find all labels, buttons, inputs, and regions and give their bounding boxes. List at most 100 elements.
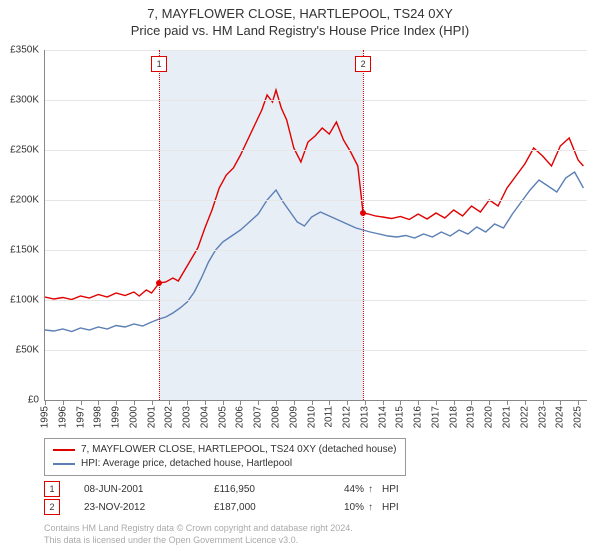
chart-title-sub: Price paid vs. HM Land Registry's House … [0,23,600,38]
sales-row-pct: 44% [324,484,368,495]
legend-swatch-hpi [53,463,75,465]
line-series-svg [45,50,587,400]
x-axis-label: 2019 [466,406,477,428]
y-axis-label: £100K [0,295,39,306]
chart-title-main: 7, MAYFLOWER CLOSE, HARTLEPOOL, TS24 0XY [0,6,600,21]
y-axis-label: £50K [0,345,39,356]
legend-row-hpi: HPI: Average price, detached house, Hart… [53,457,397,471]
chart-container: 7, MAYFLOWER CLOSE, HARTLEPOOL, TS24 0XY… [0,0,600,560]
legend: 7, MAYFLOWER CLOSE, HARTLEPOOL, TS24 0XY… [44,438,406,476]
x-axis-tick [365,400,366,405]
x-axis-tick [525,400,526,405]
x-axis-label: 1996 [57,406,68,428]
x-axis-label: 1998 [93,406,104,428]
gridline-h [45,100,587,101]
legend-row-price-paid: 7, MAYFLOWER CLOSE, HARTLEPOOL, TS24 0XY… [53,443,397,457]
sale-marker-box: 1 [151,56,167,72]
x-axis-label: 2005 [217,406,228,428]
sales-row-date: 23-NOV-2012 [84,502,214,513]
x-axis-tick [98,400,99,405]
x-axis-tick [223,400,224,405]
x-axis-label: 2003 [182,406,193,428]
x-axis-tick [400,400,401,405]
x-axis-label: 2001 [146,406,157,428]
x-axis-tick [312,400,313,405]
x-axis-label: 2009 [288,406,299,428]
x-axis-tick [454,400,455,405]
x-axis-label: 2013 [359,406,370,428]
legend-label-hpi: HPI: Average price, detached house, Hart… [81,457,292,471]
x-axis-label: 2024 [555,406,566,428]
sale-point-dot [156,280,162,286]
x-axis-tick [240,400,241,405]
x-axis-tick [383,400,384,405]
x-axis-label: 1999 [111,406,122,428]
x-axis-label: 2015 [395,406,406,428]
x-axis-tick [436,400,437,405]
sales-row-marker: 2 [44,499,60,515]
x-axis-tick [81,400,82,405]
x-axis-label: 2002 [164,406,175,428]
x-axis-tick [205,400,206,405]
x-axis-label: 2006 [235,406,246,428]
x-axis-tick [45,400,46,405]
y-axis-label: £200K [0,195,39,206]
sale-marker-line [363,50,364,400]
series-price_paid [45,90,583,300]
sales-row-date: 08-JUN-2001 [84,484,214,495]
x-axis-label: 2018 [448,406,459,428]
x-axis-label: 2008 [271,406,282,428]
title-block: 7, MAYFLOWER CLOSE, HARTLEPOOL, TS24 0XY… [0,0,600,38]
x-axis-label: 2025 [573,406,584,428]
x-axis-label: 2023 [537,406,548,428]
y-axis-label: £350K [0,45,39,56]
x-axis-label: 2010 [306,406,317,428]
gridline-h [45,300,587,301]
footer-line-2: This data is licensed under the Open Gov… [44,534,353,546]
gridline-h [45,150,587,151]
x-axis-tick [258,400,259,405]
x-axis-label: 2017 [430,406,441,428]
x-axis-label: 1995 [40,406,51,428]
sales-row-price: £116,950 [214,484,324,495]
x-axis-tick [134,400,135,405]
x-axis-label: 2007 [253,406,264,428]
gridline-h [45,200,587,201]
x-axis-tick [347,400,348,405]
x-axis-tick [116,400,117,405]
x-axis-label: 2011 [324,406,335,428]
x-axis-tick [152,400,153,405]
y-axis-label: £250K [0,145,39,156]
x-axis-tick [294,400,295,405]
sale-marker-box: 2 [355,56,371,72]
sales-table: 1 08-JUN-2001£116,95044%↑HPI 2 23-NOV-2012£… [44,480,412,516]
legend-swatch-price-paid [53,449,75,451]
x-axis-tick [276,400,277,405]
legend-label-price-paid: 7, MAYFLOWER CLOSE, HARTLEPOOL, TS24 0XY… [81,443,397,457]
x-axis-label: 2012 [342,406,353,428]
x-axis-tick [560,400,561,405]
sales-row-marker: 1 [44,481,60,497]
sales-row-price: £187,000 [214,502,324,513]
sales-row-suffix: HPI [382,502,412,513]
gridline-h [45,350,587,351]
y-axis-label: £300K [0,95,39,106]
sale-point-dot [360,210,366,216]
sales-row: 223-NOV-2012£187,00010%↑HPI [44,498,412,516]
sales-row-pct: 10% [324,502,368,513]
footer-attribution: Contains HM Land Registry data © Crown c… [44,522,353,546]
plot-area: £0£50K£100K£150K£200K£250K£300K£350K1995… [44,50,587,401]
x-axis-tick [63,400,64,405]
arrow-up-icon: ↑ [368,484,382,495]
x-axis-label: 2020 [484,406,495,428]
x-axis-tick [578,400,579,405]
x-axis-tick [471,400,472,405]
y-axis-label: £0 [0,395,39,406]
y-axis-label: £150K [0,245,39,256]
x-axis-tick [329,400,330,405]
gridline-h [45,250,587,251]
x-axis-label: 2014 [377,406,388,428]
footer-line-1: Contains HM Land Registry data © Crown c… [44,522,353,534]
sales-row: 108-JUN-2001£116,95044%↑HPI [44,480,412,498]
x-axis-tick [489,400,490,405]
